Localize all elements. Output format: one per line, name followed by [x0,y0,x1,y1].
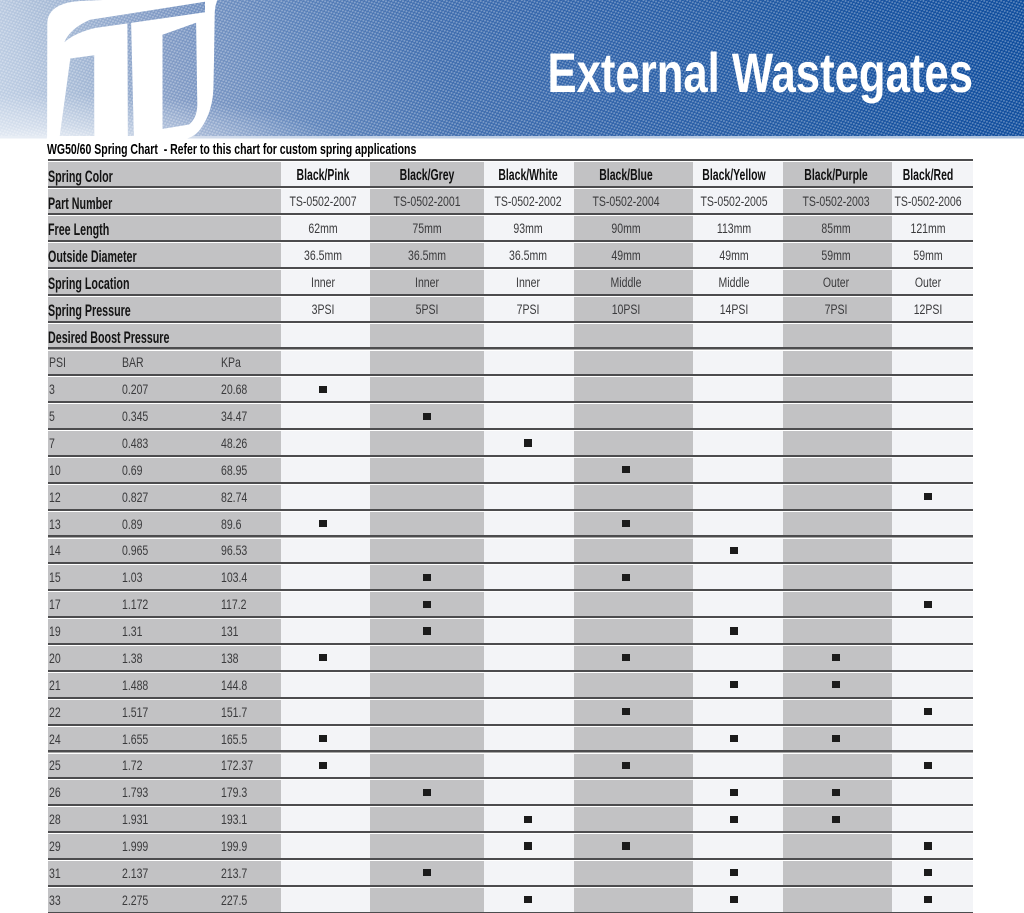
svg-text:External Wastegates: External Wastegates [547,42,973,104]
